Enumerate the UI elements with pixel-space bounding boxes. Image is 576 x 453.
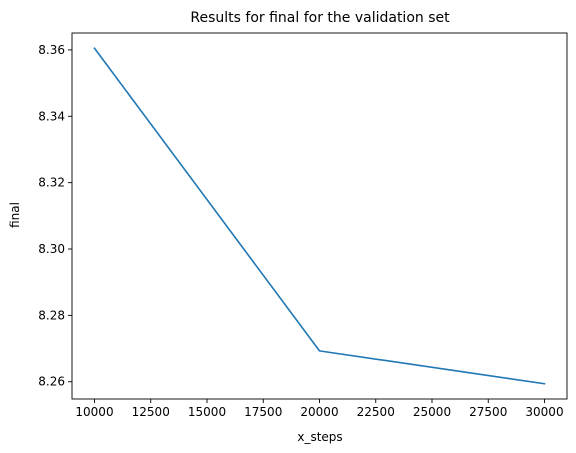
y-axis-label: final	[8, 202, 22, 228]
y-tick-label: 8.36	[38, 43, 65, 57]
x-tick-label: 27500	[469, 405, 507, 419]
x-tick-label: 20000	[300, 405, 338, 419]
y-tick-label: 8.26	[38, 375, 65, 389]
x-axis-label: x_steps	[297, 430, 342, 444]
y-tick-label: 8.34	[38, 109, 65, 123]
x-tick-label: 10000	[75, 405, 113, 419]
x-tick-label: 15000	[188, 405, 226, 419]
plot-frame	[71, 32, 568, 400]
x-tick-label: 22500	[357, 405, 395, 419]
y-tick-label: 8.32	[38, 176, 65, 190]
x-tick-label: 17500	[244, 405, 282, 419]
x-tick-label: 12500	[132, 405, 170, 419]
series-layer	[93, 47, 546, 385]
y-tick-label: 8.28	[38, 308, 65, 322]
x-tick-label: 25000	[413, 405, 451, 419]
y-axis-ticks: 8.26 8.28 8.30 8.32 8.34 8.36	[38, 43, 72, 389]
chart-title: Results for final for the validation set	[190, 10, 450, 26]
x-tick-label: 30000	[525, 405, 563, 419]
x-axis-ticks: 10000 12500 15000 17500 20000 22500 25000 27500…	[75, 399, 564, 419]
y-tick-label: 8.30	[38, 242, 65, 256]
series-line-1	[93, 47, 546, 385]
